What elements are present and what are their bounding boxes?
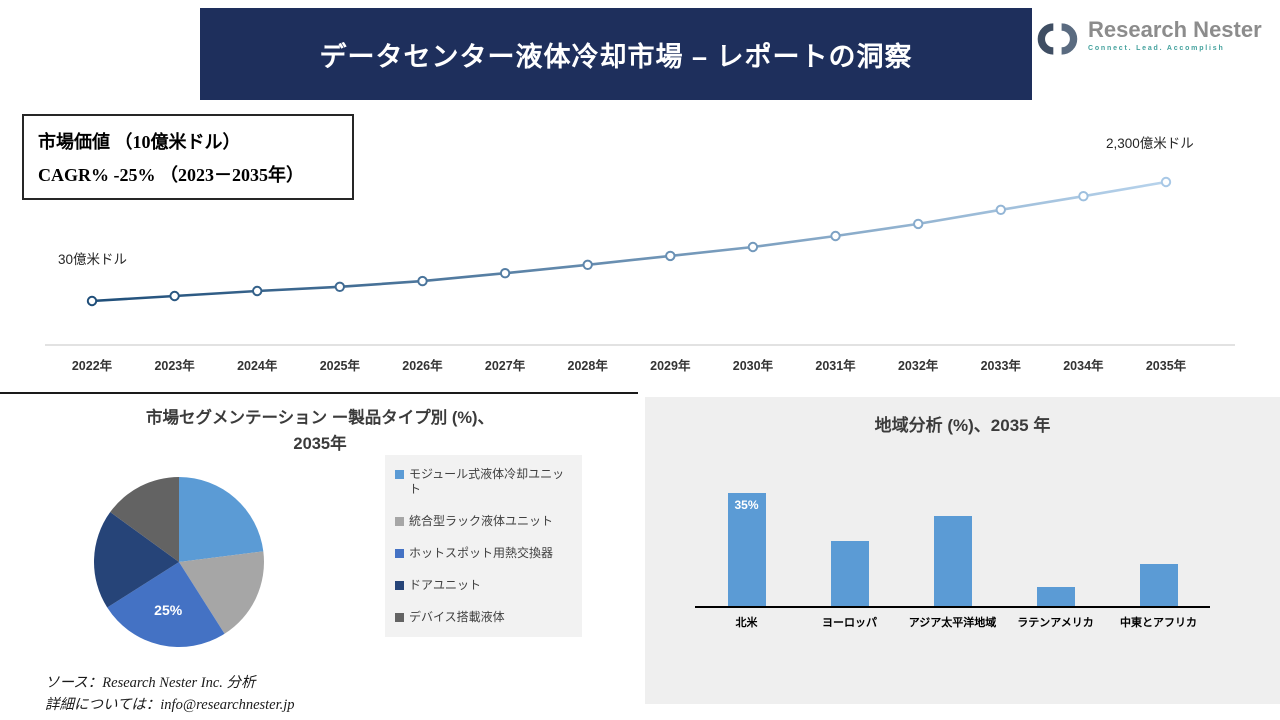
- legend-item: ドアユニット: [395, 578, 572, 593]
- market-value-label: 市場価値 （10億米ドル）: [38, 132, 241, 152]
- data-point-marker: [582, 259, 593, 271]
- legend-swatch: [395, 470, 404, 479]
- data-point-marker: [1078, 190, 1089, 202]
- x-axis-label: 2028年: [567, 359, 608, 373]
- pie-slice: [93, 512, 179, 608]
- section-divider: [0, 392, 638, 394]
- pie-legend: モジュール式液体冷却ユニット統合型ラック液体ユニット ホットスポット用熱交換器 ドア…: [385, 455, 582, 637]
- legend-label: デバイス搭載液体: [409, 610, 505, 624]
- market-value-info-box: 市場価値 （10億米ドル） CAGR% -25% （2023－2035年）: [22, 114, 354, 200]
- pie-data-label: 25%: [154, 602, 183, 618]
- region-bar: [1139, 564, 1178, 606]
- data-point-marker: [913, 218, 924, 230]
- x-axis-label: 2022年: [71, 359, 113, 373]
- legend-swatch: [395, 517, 404, 526]
- x-axis-labels: 2022年 2023年 2024年 2025年 2026年 2027年 2028年 2029年…: [0, 355, 1280, 375]
- pie-slice: [179, 551, 265, 634]
- legend-item: モジュール式液体冷却ユニット: [395, 467, 572, 497]
- pie-slice: [107, 562, 225, 648]
- bar-column: [798, 541, 901, 606]
- x-axis-label: 2029年: [650, 359, 691, 373]
- data-point-marker: [86, 295, 98, 307]
- data-point-marker: [252, 285, 263, 297]
- logo-name: Research Nester: [1088, 17, 1262, 42]
- data-point-marker: [169, 290, 180, 302]
- page-title: データセンター液体冷却市場 – レポートの洞察: [319, 41, 913, 72]
- region-bar: [830, 541, 869, 606]
- legend-item: ホットスポット用熱交換器: [395, 546, 572, 561]
- research-nester-logo-icon: [1037, 23, 1078, 55]
- data-point-marker: [830, 230, 841, 242]
- region-bar: [933, 516, 972, 606]
- regional-analysis-panel: 地域分析 (%)、2035 年 35% 北米 ヨーロッパ アジア太平洋地域 ラテンアメ…: [645, 397, 1280, 704]
- market-value-line-chart: [45, 176, 1235, 346]
- regional-bar-chart: 35% 北米 ヨーロッパ アジア太平洋地域 ラテンアメリカ 中東とアフリカ: [695, 488, 1210, 630]
- x-axis-label: 2032年: [897, 359, 939, 373]
- contact-line: 詳細については：info@researchnester.jp: [45, 697, 295, 714]
- legend-label: モジュール式液体冷却ユニット: [409, 467, 565, 496]
- data-point-marker: [499, 268, 511, 279]
- source-line: ソース：Research Nester Inc. 分析: [45, 675, 256, 691]
- bars-row: 35%: [695, 488, 1210, 608]
- x-axis-label: 2025年: [319, 359, 360, 373]
- pie-chart-title-line1: 市場セグメンテーション ー製品タイプ別 (%)、: [146, 409, 494, 427]
- legend-swatch: [395, 613, 404, 622]
- bar-category-label: アジア太平洋地域: [908, 617, 997, 629]
- data-point-marker: [995, 204, 1006, 216]
- line-end-annotation: 2,300億米ドル: [1106, 136, 1194, 151]
- cagr-label: CAGR% -25% （2023－2035年）: [38, 165, 304, 186]
- bar-column: [901, 516, 1004, 606]
- bar-column: 35%: [695, 493, 798, 606]
- x-axis-label: 2027年: [484, 359, 526, 373]
- bar-category-label: 北米: [735, 617, 758, 629]
- legend-label: 統合型ラック液体ユニット: [409, 514, 554, 528]
- x-axis-label: 2023年: [154, 359, 195, 373]
- bar-chart-title: 地域分析 (%)、2035 年: [874, 416, 1051, 435]
- x-axis-label: 2024年: [237, 359, 278, 373]
- bar-category-label: ラテンアメリカ: [1017, 617, 1094, 629]
- x-axis-label: 2034年: [1063, 359, 1104, 373]
- legend-swatch: [395, 581, 404, 590]
- data-point-marker: [417, 275, 428, 287]
- x-axis-label: 2030年: [732, 359, 774, 373]
- pie-slice: [110, 477, 179, 562]
- legend-label: ホットスポット用熱交換器: [409, 546, 554, 560]
- data-point-marker: [747, 241, 759, 253]
- pie-slice: [179, 477, 264, 562]
- bar-category-labels: 北米 ヨーロッパ アジア太平洋地域 ラテンアメリカ 中東とアフリカ: [695, 608, 1210, 630]
- pie-chart-title: 市場セグメンテーション ー製品タイプ別 (%)、 2035年: [40, 406, 600, 457]
- market-value-line: [91, 180, 1167, 303]
- data-point-marker: [665, 250, 676, 262]
- legend-item: デバイス搭載液体: [395, 610, 572, 625]
- region-bar: 35%: [727, 493, 766, 606]
- logo-tagline: Connect. Lead. Accomplish: [1088, 45, 1225, 53]
- title-banner: データセンター液体冷却市場 – レポートの洞察: [200, 8, 1032, 100]
- data-point-marker: [334, 281, 345, 293]
- x-axis-label: 2031年: [815, 359, 856, 373]
- bar-category-label: 中東とアフリカ: [1120, 617, 1197, 629]
- x-axis-label: 2035年: [1145, 359, 1187, 373]
- segmentation-pie-chart: 25%: [93, 477, 265, 648]
- company-logo: Research Nester Connect. Lead. Accomplis…: [1034, 17, 1262, 60]
- data-point-marker: [1160, 176, 1172, 188]
- bar-column: [1107, 564, 1210, 606]
- bar-data-label: 35%: [734, 498, 759, 512]
- x-axis-label: 2026年: [402, 359, 443, 373]
- legend-item: 統合型ラック液体ユニット: [395, 514, 572, 529]
- legend-label: ドアユニット: [409, 578, 482, 592]
- logo-text-block: Research Nester Connect. Lead. Accomplis…: [1088, 17, 1262, 53]
- source-footer: ソース：Research Nester Inc. 分析 詳細については：info…: [45, 672, 295, 717]
- pie-chart-title-line2: 2035年: [293, 434, 347, 453]
- legend-swatch: [395, 549, 404, 558]
- line-start-annotation: 30億米ドル: [58, 252, 128, 267]
- region-bar: [1036, 587, 1075, 606]
- bar-column: [1004, 587, 1107, 606]
- x-axis-label: 2033年: [980, 359, 1021, 373]
- bar-category-label: ヨーロッパ: [822, 617, 877, 629]
